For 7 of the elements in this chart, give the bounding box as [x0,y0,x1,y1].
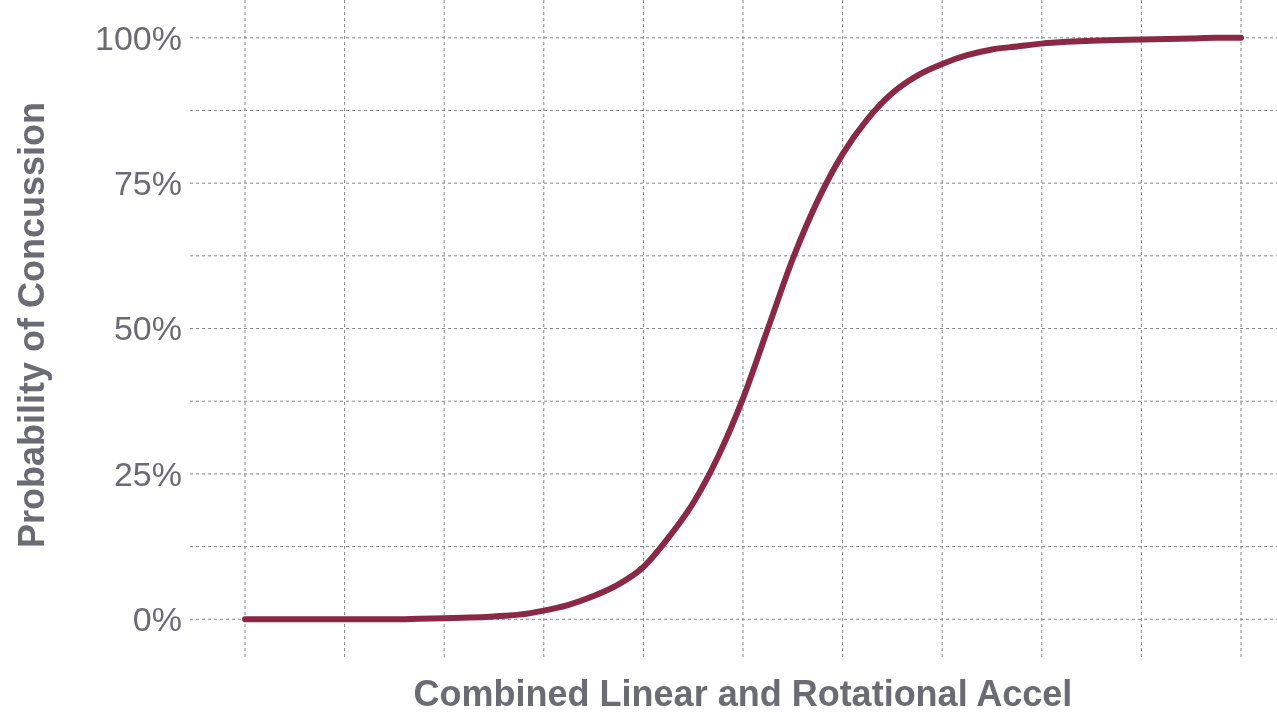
y-tick-label: 25% [113,454,182,493]
y-tick-label: 0% [132,600,182,639]
y-tick-label: 100% [95,18,182,57]
y-axis-title: Probability of Concussion [11,101,52,549]
x-axis-title: Combined Linear and Rotational Accel [413,673,1073,714]
y-tick-label: 50% [113,309,182,348]
y-tick-label: 75% [113,164,182,203]
